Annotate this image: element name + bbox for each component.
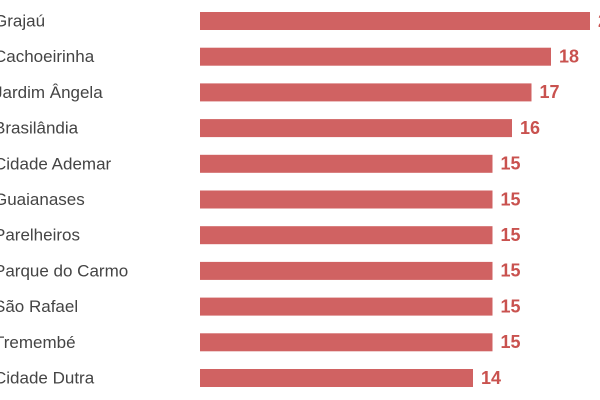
bar	[200, 297, 493, 316]
category-label: São Rafael	[0, 297, 78, 316]
bar	[200, 226, 493, 245]
bar	[200, 12, 590, 30]
value-label: 15	[501, 154, 521, 174]
value-label: 15	[501, 189, 521, 209]
category-label: Guaianases	[0, 190, 85, 209]
category-label: Parque do Carmo	[0, 261, 128, 280]
value-label: 15	[501, 296, 521, 316]
bar	[200, 261, 493, 280]
bar	[200, 333, 493, 352]
bar	[200, 83, 532, 102]
category-label: Cidade Dutra	[0, 368, 95, 387]
bar	[200, 369, 473, 387]
category-label: Brasilândia	[0, 119, 79, 138]
value-label: 15	[501, 332, 521, 352]
category-label: Jardim Ângela	[0, 83, 103, 102]
value-label: 18	[559, 46, 579, 66]
bar	[200, 47, 551, 66]
value-label: 14	[481, 368, 501, 388]
category-label: Cidade Ademar	[0, 154, 112, 173]
value-label: 15	[501, 261, 521, 281]
value-label: 15	[501, 225, 521, 245]
value-label: 20	[598, 11, 600, 31]
category-label: Parelheiros	[0, 226, 80, 245]
value-label: 17	[540, 82, 560, 102]
category-label: Tremembé	[0, 333, 76, 352]
bar	[200, 190, 493, 209]
category-label: Cachoeirinha	[0, 47, 95, 66]
value-label: 16	[520, 118, 540, 138]
bar	[200, 119, 512, 138]
category-label: Grajaú	[0, 11, 45, 30]
bar	[200, 154, 493, 173]
